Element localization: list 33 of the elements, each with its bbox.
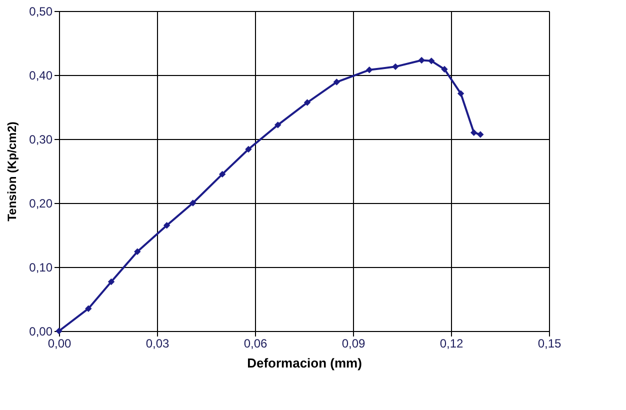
y-tick-label: 0,00: [29, 324, 53, 338]
point: [134, 248, 141, 255]
x-tick-label: 0,03: [146, 336, 170, 350]
x-tick-label: 0,06: [244, 336, 268, 350]
point: [274, 122, 282, 128]
x-tick-label: 0,00: [48, 336, 72, 350]
y-tick-label: 0,10: [29, 260, 53, 274]
point: [477, 131, 484, 138]
y-tick-label: 0,30: [29, 132, 53, 146]
point: [190, 200, 196, 206]
point: [108, 278, 115, 286]
point: [245, 146, 252, 153]
x-tick-label: 0,12: [440, 336, 464, 350]
y-tick-label: 0,40: [29, 68, 53, 82]
point: [441, 66, 448, 73]
x-tick-label: 0,15: [538, 336, 562, 350]
point: [457, 90, 464, 97]
y-axis-title: Tension (Kp/cm2): [5, 122, 20, 222]
point: [333, 78, 340, 86]
point: [218, 170, 226, 178]
point: [392, 63, 399, 70]
point: [85, 305, 92, 312]
y-tick-label: 0,20: [29, 196, 53, 210]
point: [56, 328, 62, 334]
point: [163, 222, 170, 229]
point: [304, 99, 311, 106]
x-axis-title: Deformacion (mm): [247, 356, 362, 370]
point: [428, 58, 435, 64]
point: [418, 56, 425, 64]
x-tick-label: 0,09: [342, 336, 366, 350]
point: [366, 66, 373, 74]
y-tick-label: 0,50: [29, 4, 53, 18]
point: [470, 129, 478, 136]
